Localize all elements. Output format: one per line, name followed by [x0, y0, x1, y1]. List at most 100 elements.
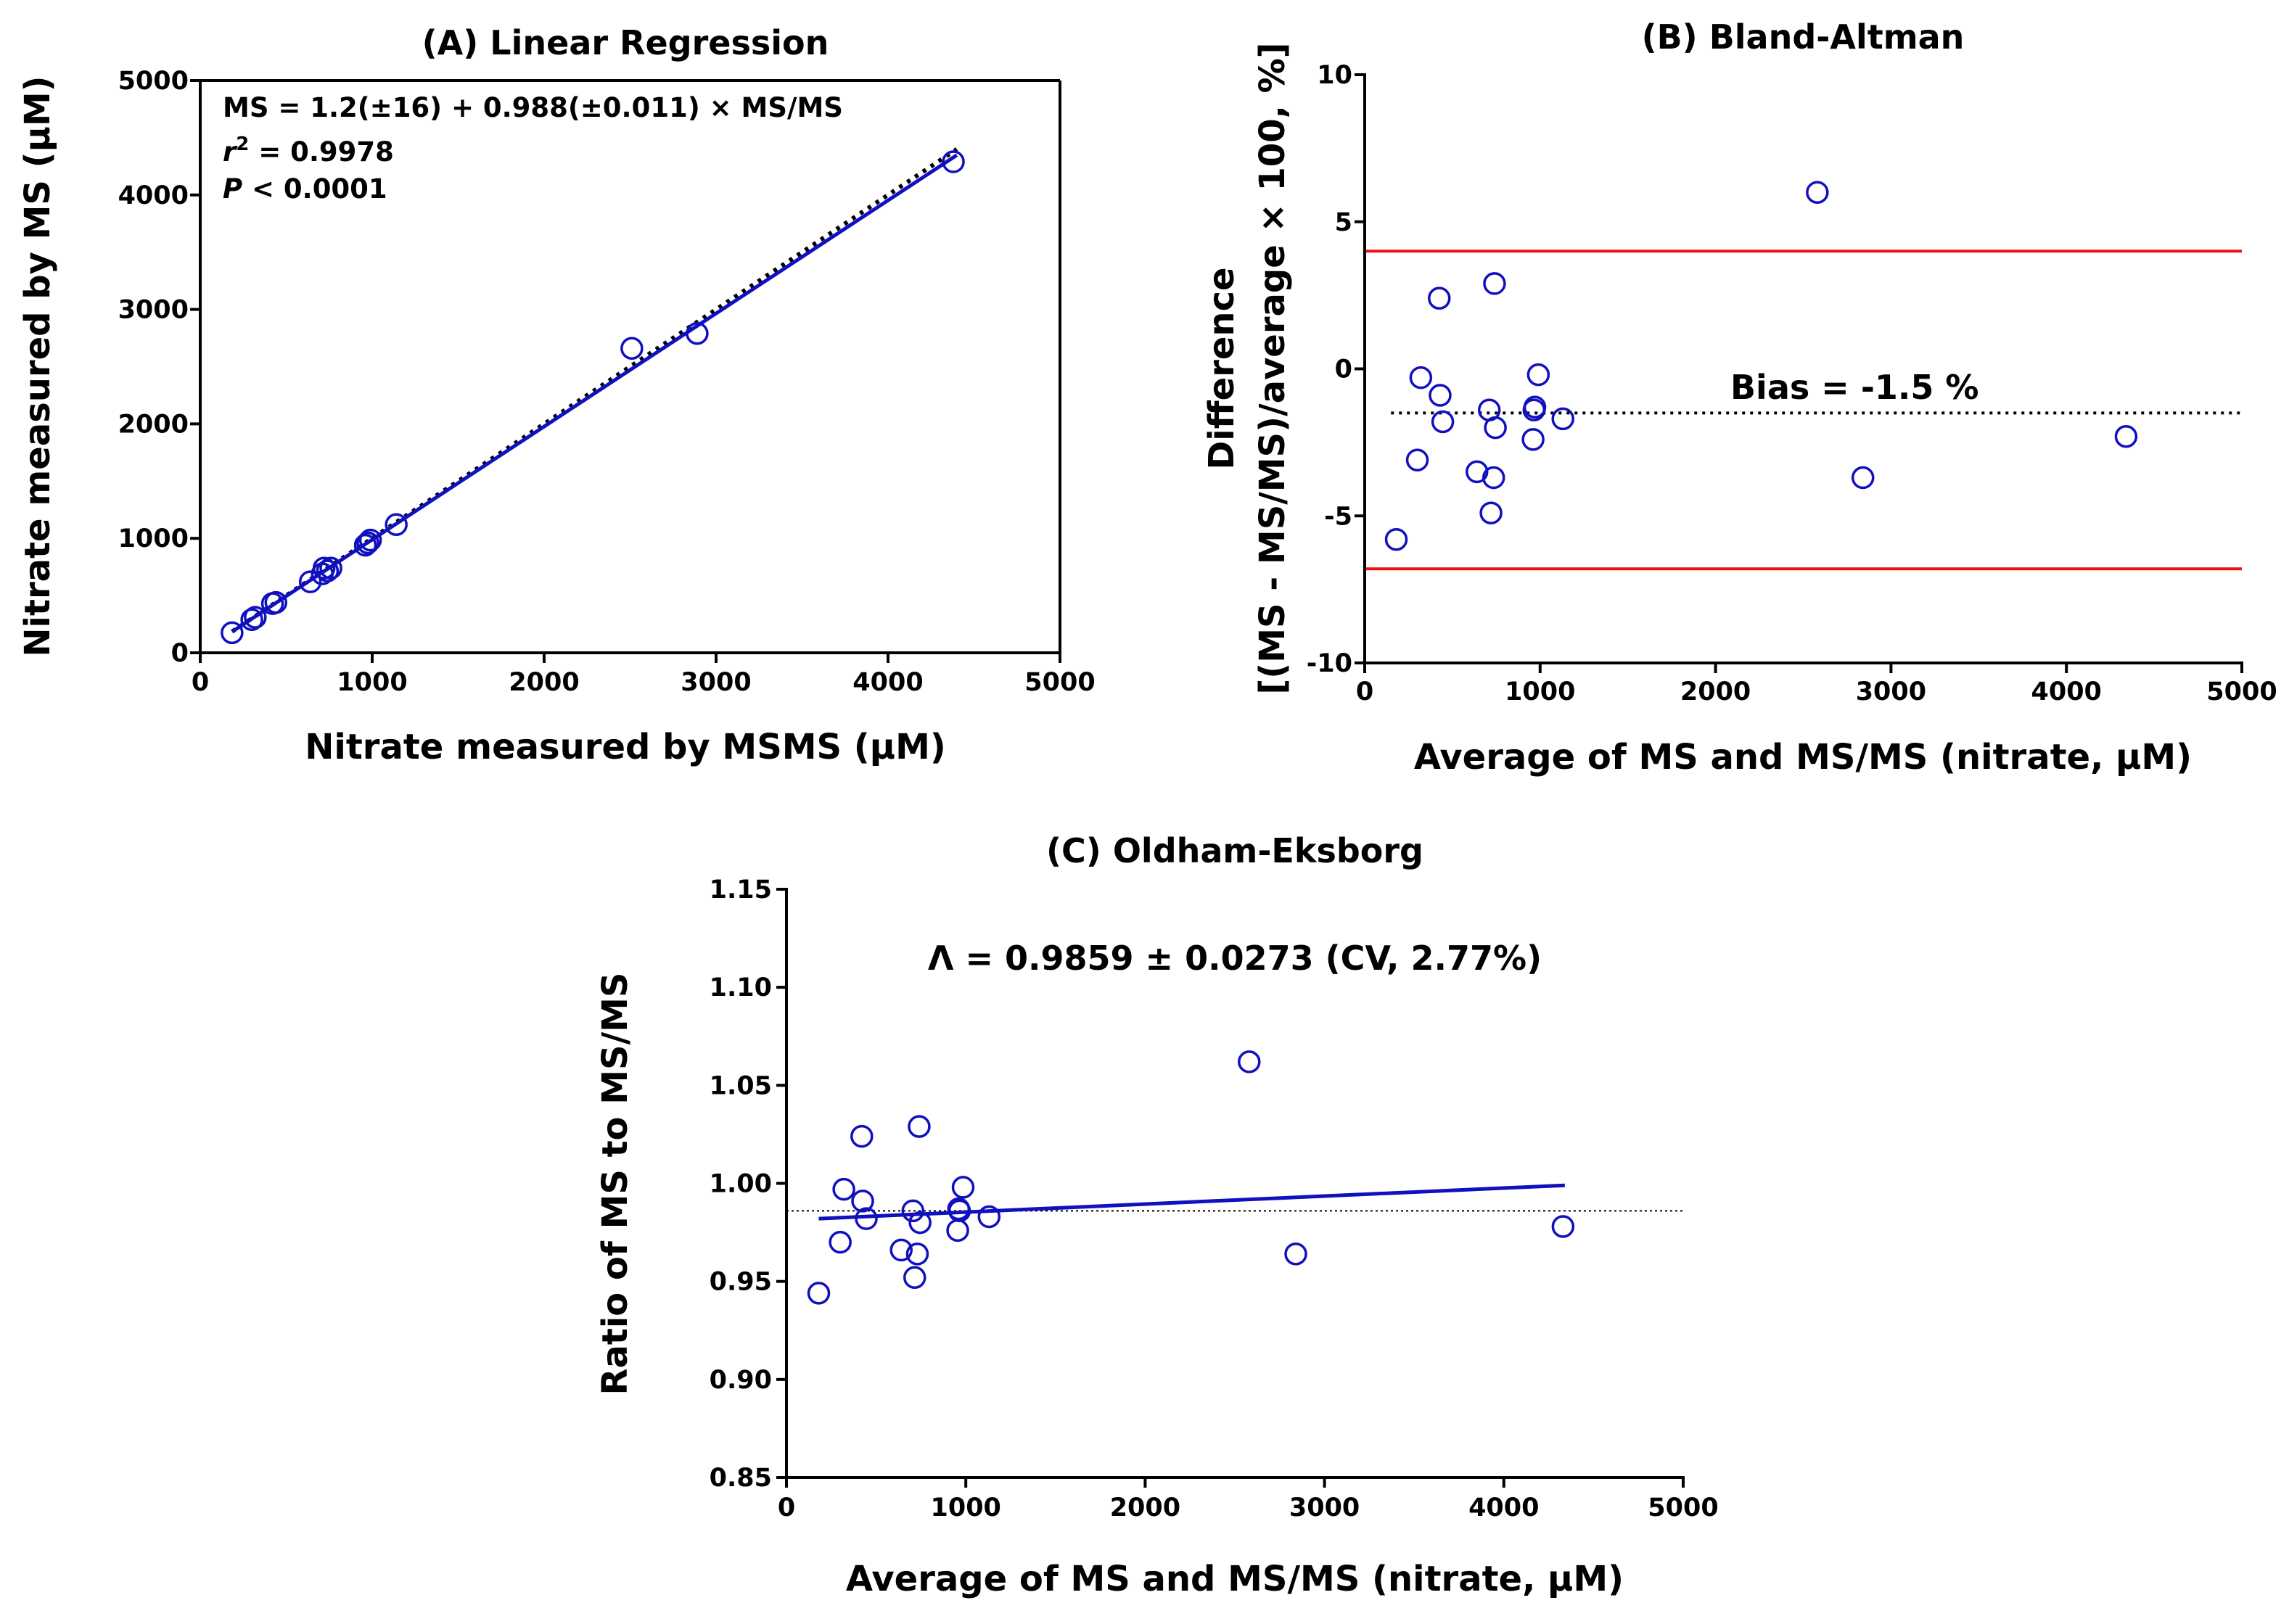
y-tick-label: 10	[1317, 61, 1352, 90]
x-tick-label: 0	[778, 1493, 795, 1522]
x-tick-label: 0	[1356, 677, 1373, 706]
data-point	[832, 1177, 855, 1201]
y-tick-label: -10	[1307, 649, 1352, 678]
y-tick-label: 5000	[118, 67, 189, 96]
panel-b-frame	[1363, 73, 2243, 664]
data-point	[1482, 466, 1505, 490]
data-point	[1466, 460, 1489, 484]
panel-b-bias-label: Bias = -1.5 %	[1730, 368, 1979, 407]
y-tick-label: 1.00	[710, 1170, 772, 1199]
data-point	[889, 1238, 913, 1262]
data-point	[686, 321, 709, 345]
data-point	[353, 533, 377, 557]
data-point	[908, 1115, 931, 1138]
panel-a-lines	[231, 147, 958, 634]
data-point	[1526, 363, 1550, 387]
data-point	[264, 590, 288, 614]
data-point	[850, 1124, 874, 1148]
y-tick-label: 1.15	[710, 875, 772, 904]
data-point	[1521, 428, 1545, 451]
data-point	[385, 513, 408, 537]
x-tick-label: 3000	[681, 668, 751, 697]
x-tick-label: 3000	[1856, 677, 1926, 706]
p-value-text: < 0.0001	[242, 173, 387, 205]
data-point	[1384, 527, 1408, 551]
panel-a-linear-regression: (A) Linear Regression Nitrate measured b…	[17, 23, 1096, 767]
panel-b-x-axis-label: Average of MS and MS/MS (nitrate, µM)	[1414, 737, 2192, 778]
data-point	[948, 1199, 971, 1223]
regression-fit-line	[818, 1183, 1565, 1221]
y-tick-label: 0	[171, 639, 189, 668]
data-point	[901, 1199, 925, 1223]
data-point	[1806, 181, 1829, 204]
x-tick-label: 2000	[1110, 1493, 1180, 1522]
x-tick-label: 1000	[930, 1493, 1000, 1522]
identity-line	[231, 147, 958, 634]
data-point	[1405, 448, 1429, 471]
p-symbol: P	[223, 173, 242, 205]
data-point	[1238, 1050, 1261, 1073]
data-point	[312, 556, 336, 580]
x-tick-label: 2000	[1680, 677, 1751, 706]
data-point	[298, 570, 322, 593]
data-point	[946, 1219, 969, 1242]
data-point	[908, 1211, 932, 1235]
panel-c-lines	[786, 1183, 1683, 1221]
panel-a-p-value: P < 0.0001	[223, 173, 387, 205]
data-point	[1551, 407, 1574, 431]
data-point	[358, 528, 382, 552]
x-tick-label: 4000	[2031, 677, 2101, 706]
y-tick-label: 2000	[118, 410, 189, 439]
data-point	[829, 1230, 852, 1254]
data-point	[1551, 1215, 1575, 1238]
x-tick-label: 5000	[1648, 1493, 1718, 1522]
y-tick-label: 0.90	[710, 1366, 772, 1395]
data-point	[1484, 416, 1507, 440]
x-tick-label: 5000	[1024, 668, 1095, 697]
x-tick-label: 1000	[1505, 677, 1575, 706]
panel-c-title: (C) Oldham-Eksborg	[1046, 831, 1423, 870]
data-point	[1479, 501, 1503, 524]
panel-c-oldham-eksborg: (C) Oldham-Eksborg Average of MS and MS/…	[595, 831, 1719, 1599]
r-superscript: 2	[236, 133, 249, 155]
panel-a-title: (A) Linear Regression	[422, 23, 829, 62]
data-point	[905, 1242, 929, 1266]
panel-a-y-ticks: 0 1000 2000 3000 4000 5000	[118, 67, 200, 668]
data-point	[851, 1190, 874, 1213]
panel-c-y-ticks: 0.85 0.90 0.95 1.00 1.05 1.10 1.15	[710, 875, 786, 1493]
data-point	[951, 1176, 975, 1199]
panel-c-x-axis-label: Average of MS and MS/MS (nitrate, µM)	[846, 1559, 1624, 1599]
y-tick-label: 5	[1335, 208, 1352, 237]
data-point	[1851, 466, 1875, 490]
data-point	[903, 1266, 926, 1290]
y-tick-label: 1.10	[710, 973, 772, 1002]
data-point	[2114, 425, 2138, 448]
data-point	[316, 559, 340, 582]
panel-a-frame	[199, 79, 1061, 654]
panel-c-lambda-label: Λ = 0.9859 ± 0.0273 (CV, 2.77%)	[928, 939, 1542, 978]
r-squared-value: = 0.9978	[249, 136, 394, 168]
panel-a-x-axis-label: Nitrate measured by MSMS (µM)	[305, 727, 946, 767]
y-tick-label: 1.05	[710, 1071, 772, 1100]
panel-b-title: (B) Bland-Altman	[1642, 17, 1965, 57]
data-point	[1523, 395, 1547, 419]
panel-b-y-ticks: -10 -5 0 5 10	[1307, 61, 1365, 678]
data-point	[221, 621, 244, 645]
data-point	[1409, 366, 1433, 389]
panel-c-points	[807, 1050, 1575, 1305]
panel-b-y-axis-label-line1: Difference	[1201, 267, 1242, 469]
x-tick-label: 5000	[2206, 677, 2277, 706]
panel-a-regression-equation: MS = 1.2(±16) + 0.988(±0.011) × MS/MS	[223, 92, 843, 123]
x-tick-label: 3000	[1289, 1493, 1360, 1522]
data-point	[1284, 1242, 1307, 1266]
panel-c-frame	[785, 888, 1685, 1479]
panel-b-y-axis-label-line2: [(MS - MS/MS)/average × 100, %]	[1252, 42, 1293, 694]
r-symbol: r	[223, 136, 238, 168]
data-point	[1428, 287, 1451, 310]
data-point	[942, 150, 965, 173]
data-point	[356, 531, 379, 555]
y-tick-label: 0.85	[710, 1464, 772, 1493]
regression-fit-line	[231, 153, 958, 634]
x-tick-label: 1000	[337, 668, 407, 697]
y-tick-label: 3000	[118, 296, 189, 325]
